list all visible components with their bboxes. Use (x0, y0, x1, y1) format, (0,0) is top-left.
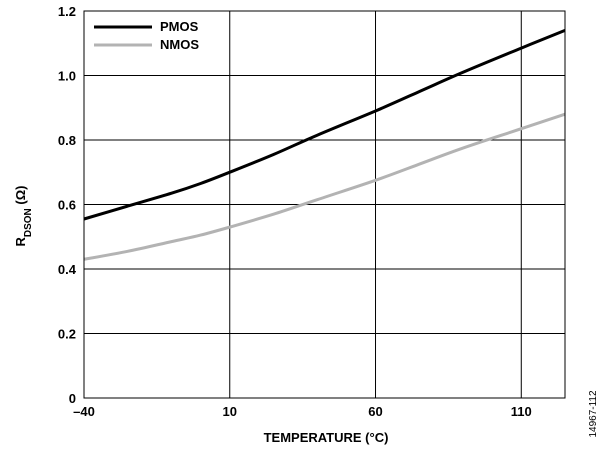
x-axis-title: TEMPERATURE (°C) (264, 430, 389, 445)
x-tick-label: 10 (223, 404, 237, 419)
legend: PMOS NMOS (88, 12, 216, 54)
y-axis-title-unit: (Ω) (13, 186, 28, 209)
y-tick-label: 1.2 (58, 4, 76, 19)
x-tick-labels: –40 10 60 110 (73, 404, 532, 419)
x-tick-label: 60 (368, 404, 382, 419)
x-tick-label: –40 (73, 404, 95, 419)
y-tick-labels: 0 0.2 0.4 0.6 0.8 1.0 1.2 (58, 4, 77, 406)
legend-background (88, 12, 216, 54)
y-axis-title: RDSON (Ω) (13, 186, 34, 247)
y-tick-label: 0.8 (58, 133, 76, 148)
y-axis-title-main: R (13, 237, 28, 247)
legend-label-pmos: PMOS (160, 19, 199, 34)
y-tick-label: 0.2 (58, 327, 76, 342)
y-tick-label: 0 (69, 391, 76, 406)
y-tick-label: 0.6 (58, 198, 76, 213)
legend-label-nmos: NMOS (160, 37, 199, 52)
figure-id: 14967-112 (588, 390, 599, 438)
series-line-pmos (83, 29, 566, 221)
plot-area-frame (83, 10, 566, 399)
y-axis-title-subscript: DSON (23, 208, 34, 237)
x-tick-label: 110 (511, 404, 532, 419)
y-tick-label: 0.4 (58, 262, 77, 277)
y-tick-label: 1.0 (58, 69, 76, 84)
series-lines (83, 29, 566, 261)
series-line-nmos (83, 112, 566, 261)
grid (83, 10, 565, 399)
